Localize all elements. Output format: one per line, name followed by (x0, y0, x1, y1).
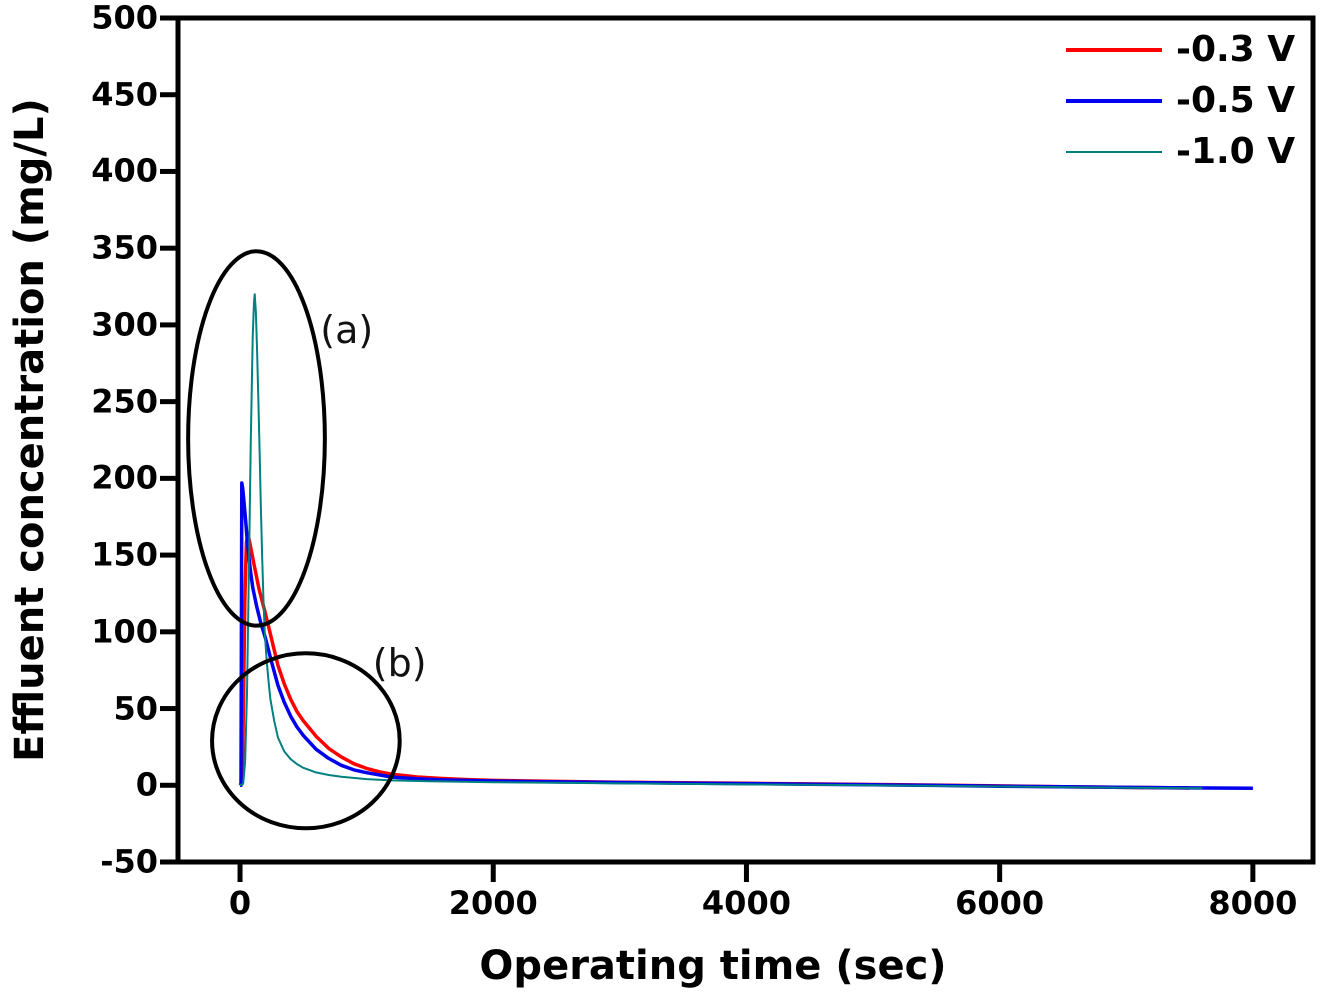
legend-line-swatch-red (1066, 47, 1162, 52)
x-axis-title: Operating time (sec) (479, 943, 947, 989)
annotation-label-a: (a) (320, 307, 374, 352)
y-tick-label: 0 (135, 765, 158, 804)
legend: -0.3 V -0.5 V -1.0 V (1066, 24, 1295, 177)
x-tick-label: 2000 (448, 884, 538, 922)
legend-item: -0.5 V (1066, 75, 1295, 126)
legend-label: -0.5 V (1176, 80, 1296, 121)
annotation-ellipse-0 (186, 249, 327, 628)
y-axis-title: Effluent concentration (mg/L) (7, 98, 53, 762)
x-tick-label: 4000 (701, 884, 791, 922)
y-tick-label: 400 (91, 151, 158, 190)
y-tick-label: -50 (100, 842, 158, 881)
y-tick-label: 500 (91, 0, 158, 37)
x-tick-label: 8000 (1208, 884, 1298, 922)
legend-line-swatch-teal (1066, 150, 1162, 153)
y-tick-label: 350 (91, 228, 158, 267)
x-tick-label: 0 (228, 884, 252, 922)
y-tick-label: 300 (91, 305, 158, 344)
x-tick-label: 6000 (955, 884, 1045, 922)
y-tick-label: 250 (91, 382, 158, 421)
legend-label: -1.0 V (1176, 131, 1296, 172)
legend-item: -1.0 V (1066, 126, 1295, 177)
series-line-2 (239, 293, 1203, 790)
axes-frame (175, 15, 1316, 865)
y-tick-label: 50 (113, 688, 158, 727)
legend-label: -0.3 V (1176, 29, 1296, 70)
y-tick-label: 200 (91, 458, 158, 497)
y-tick-label: 150 (91, 535, 158, 574)
legend-item: -0.3 V (1066, 24, 1295, 75)
y-tick-label: 450 (91, 75, 158, 114)
annotation-ellipse-1 (210, 651, 402, 831)
series-line-1 (239, 481, 1253, 791)
legend-line-swatch-blue (1066, 98, 1162, 103)
annotation-label-b: (b) (372, 640, 427, 685)
y-tick-label: 100 (91, 612, 158, 651)
